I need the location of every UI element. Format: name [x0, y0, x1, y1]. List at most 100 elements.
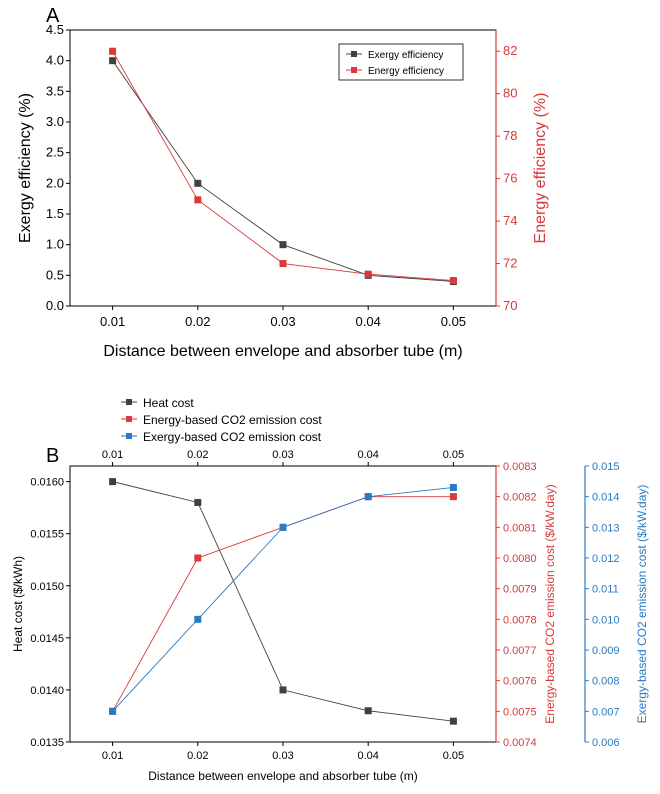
right2-tick-label: 0.013 [592, 522, 620, 534]
data-point-exergy-based-co2-emission-cost [279, 523, 287, 531]
left-tick-label: 4.5 [46, 22, 64, 37]
x-tick-label: 0.02 [187, 750, 208, 762]
left-tick-label: 1.0 [46, 237, 64, 252]
data-point-energy-efficiency [109, 47, 117, 55]
panel-b-right-axis-label: Energy-based CO2 emission cost ($/kW.day… [543, 484, 557, 723]
data-point-exergy-efficiency [279, 241, 287, 249]
left-tick-label: 0.0150 [30, 581, 64, 593]
panel-a-left-axis: 0.0 0.5 1.0 1.5 2.0 2.5 3.0 3.5 4.0 4.5 [46, 22, 70, 313]
series-line-exergy-based-co2-emission-cost [112, 487, 454, 712]
left-tick-label: 2.0 [46, 175, 64, 190]
panel-a-x-axis-label: Distance between envelope and absorber t… [103, 343, 462, 360]
panel-b-left-axis-label: Heat cost ($/kWh) [11, 556, 25, 652]
data-point-heat-cost [364, 707, 372, 715]
legend-exergy-efficiency: Exergy efficiency [368, 50, 443, 61]
data-point-energy-based-co2-emission-cost [194, 554, 202, 562]
data-point-energy-efficiency [364, 270, 372, 278]
legend-swatch-heat-marker [126, 399, 132, 405]
legend-energy-efficiency: Energy efficiency [368, 66, 444, 77]
data-point-energy-efficiency [194, 196, 202, 204]
right-tick-label: 0.0079 [503, 584, 537, 596]
right-tick-label: 78 [503, 128, 517, 143]
x-tick-label: 0.03 [270, 314, 295, 329]
x-tick-label: 0.02 [185, 314, 210, 329]
right2-tick-label: 0.014 [592, 492, 620, 504]
panel-a-series [109, 47, 457, 285]
right2-tick-label: 0.010 [592, 614, 620, 626]
right-tick-label: 0.0080 [503, 553, 537, 565]
top-tick-label: 0.01 [102, 449, 123, 461]
right-tick-label: 80 [503, 86, 517, 101]
legend-swatch-energy-co2-marker [126, 416, 132, 422]
top-tick-label: 0.05 [443, 449, 464, 461]
top-tick-label: 0.02 [187, 449, 208, 461]
panel-b-right-axis: 0.0074 0.0075 0.0076 0.0077 0.0078 0.0079 0.00… [495, 461, 537, 749]
panel-a-x-axis: 0.01 0.02 0.03 0.04 0.05 [100, 306, 466, 329]
legend-heat-cost: Heat cost [143, 396, 194, 410]
panel-b-top-axis: 0.01 0.02 0.03 0.04 0.05 [102, 449, 464, 466]
x-tick-label: 0.04 [356, 314, 381, 329]
left-tick-label: 4.0 [46, 53, 64, 68]
panel-a-legend-box [338, 43, 464, 81]
data-point-energy-efficiency [279, 260, 287, 268]
right-tick-label: 74 [503, 213, 517, 228]
right2-tick-label: 0.009 [592, 645, 620, 657]
panel-a-right-axis-label: Energy efficiency (%) [532, 93, 549, 244]
right-tick-label: 0.0077 [503, 645, 537, 657]
data-point-exergy-based-co2-emission-cost [194, 615, 202, 623]
right-tick-label: 0.0082 [503, 492, 537, 504]
right-tick-label: 72 [503, 256, 517, 271]
legend-swatch-exergy-marker [351, 51, 357, 57]
panel-a-right-axis: 70 72 74 76 78 80 82 [495, 30, 517, 313]
right-tick-label: 76 [503, 171, 517, 186]
data-point-exergy-based-co2-emission-cost [109, 707, 117, 715]
legend-energy-co2-cost: Energy-based CO2 emission cost [143, 413, 322, 427]
x-tick-label: 0.03 [272, 750, 293, 762]
series-line-heat-cost [112, 481, 454, 722]
right-tick-label: 0.0075 [503, 706, 537, 718]
x-tick-label: 0.01 [100, 314, 125, 329]
right-tick-label: 0.0076 [503, 676, 537, 688]
right-tick-label: 0.0078 [503, 614, 537, 626]
right-tick-label: 0.0074 [503, 737, 537, 749]
right2-tick-label: 0.015 [592, 461, 620, 473]
right-tick-label: 70 [503, 298, 517, 313]
panel-b-x-axis: 0.01 0.02 0.03 0.04 0.05 [102, 742, 464, 762]
data-point-heat-cost [449, 717, 457, 725]
data-point-exergy-efficiency [194, 179, 202, 187]
series-line-exergy-efficiency [112, 60, 454, 282]
panel-b: B Heat cost Energy-based CO2 emission co… [11, 396, 649, 783]
left-tick-label: 0.0140 [30, 685, 64, 697]
right-tick-label: 82 [503, 43, 517, 58]
left-tick-label: 3.5 [46, 83, 64, 98]
right2-tick-label: 0.012 [592, 553, 620, 565]
legend-swatch-exergy-co2-marker [126, 433, 132, 439]
left-tick-label: 0.0 [46, 298, 64, 313]
left-tick-label: 0.0145 [30, 633, 64, 645]
data-point-energy-based-co2-emission-cost [449, 493, 457, 501]
left-tick-label: 0.0155 [30, 529, 64, 541]
panel-b-label: B [46, 445, 59, 467]
data-point-exergy-based-co2-emission-cost [364, 493, 372, 501]
panel-a-label: A [46, 5, 60, 27]
data-point-energy-efficiency [449, 277, 457, 285]
left-tick-label: 0.5 [46, 267, 64, 282]
data-point-heat-cost [109, 478, 117, 486]
left-tick-label: 1.5 [46, 206, 64, 221]
panel-b-series [109, 478, 457, 725]
left-tick-label: 2.5 [46, 145, 64, 160]
data-point-exergy-efficiency [109, 57, 117, 65]
x-tick-label: 0.05 [441, 314, 466, 329]
panel-a-left-axis-label: Exergy efficiency (%) [17, 93, 34, 243]
panel-b-legend: Heat cost Energy-based CO2 emission cost… [121, 396, 322, 444]
left-tick-label: 3.0 [46, 114, 64, 129]
top-tick-label: 0.03 [272, 449, 293, 461]
left-tick-label: 0.0135 [30, 737, 64, 749]
x-tick-label: 0.01 [102, 750, 123, 762]
legend-exergy-co2-cost: Exergy-based CO2 emission cost [143, 430, 322, 444]
right2-tick-label: 0.011 [592, 584, 619, 596]
legend-swatch-energy-marker [351, 67, 357, 73]
top-tick-label: 0.04 [357, 449, 378, 461]
data-point-heat-cost [194, 498, 202, 506]
